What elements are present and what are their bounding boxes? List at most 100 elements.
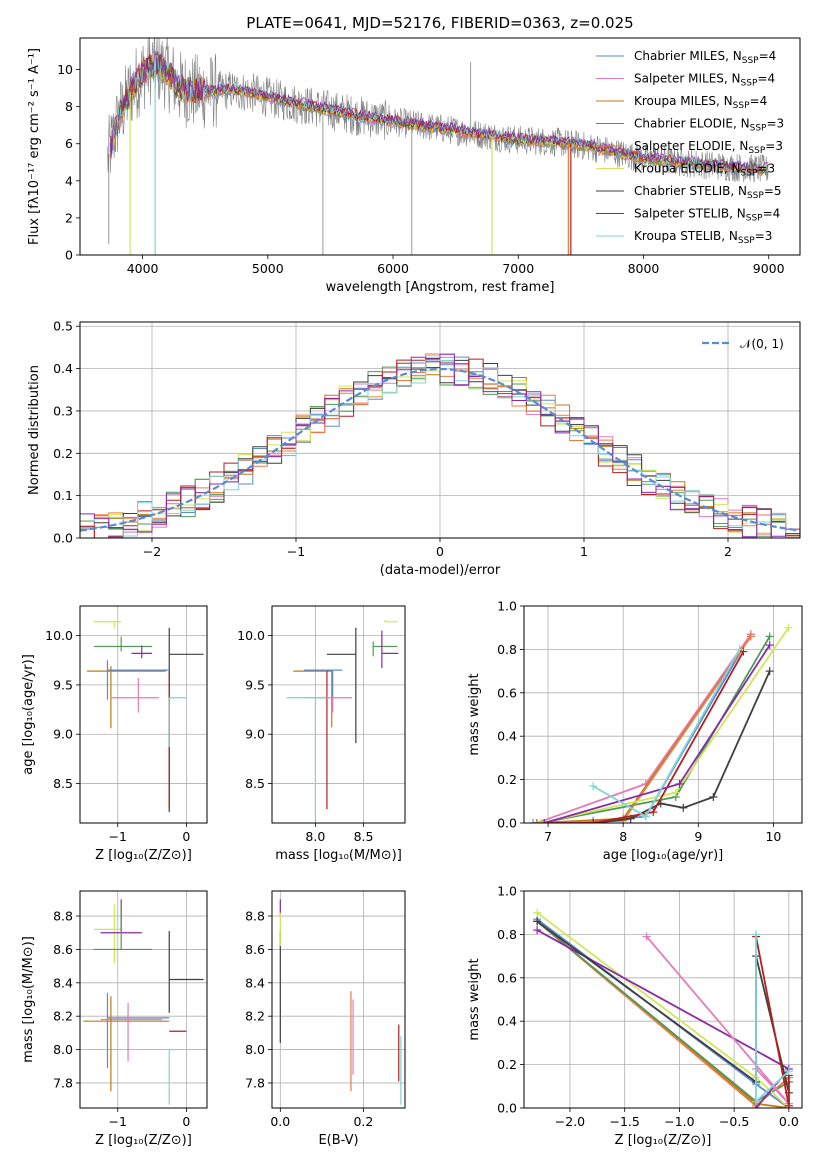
y-tick-label: 4 [65, 173, 73, 188]
y-tick-label: 8.8 [53, 909, 73, 924]
axes-frame [79, 605, 208, 824]
y-tick-label: 8.0 [53, 1042, 73, 1057]
histogram-salpeter_stelib [80, 358, 800, 538]
mass_vs_ebv-panel: 0.0 0.2 7.8 8.0 8.2 8.4 8.6 8.8 E(B-V) [245, 890, 406, 1148]
mw_vs_age-plot-area [529, 623, 793, 823]
y-axis-label: mass [log₁₀(M/M⊙)] [21, 936, 36, 1063]
figure-title: PLATE=0641, MJD=52176, FIBERID=0363, z=0… [246, 14, 633, 32]
x-tick-label: 1 [580, 544, 588, 559]
y-tick-label: 0 [65, 248, 73, 263]
x-tick-label: 8.5 [354, 829, 374, 844]
x-axis-label: (data-model)/error [380, 563, 501, 578]
y-tick-label: 8.4 [53, 975, 73, 990]
y-tick-label: 1.0 [497, 599, 517, 614]
normal-curve [80, 367, 800, 532]
x-tick-label: 0.2 [353, 1114, 373, 1129]
x-tick-label: −1.0 [664, 1114, 694, 1129]
model-spectrum-kroupa_stelib [109, 52, 769, 172]
x-tick-label: −1 [287, 544, 305, 559]
y-tick-label: 8.5 [245, 776, 265, 791]
y-tick-label: 8.4 [245, 975, 265, 990]
y-tick-label: 7.8 [245, 1075, 265, 1090]
axes-frame [79, 890, 208, 1109]
age_vs_z-plot-area [86, 620, 204, 813]
x-tick-label: 4000 [127, 261, 159, 276]
y-tick-label: 8.6 [245, 942, 265, 957]
x-tick-label: 10 [765, 829, 781, 844]
mw_vs_z-panel: −2.0 −1.5 −1.0 −0.5 0.0 0.0 0.2 0.4 0.6 0.8 1.0 Z [… [467, 884, 803, 1148]
legend-entry: Kroupa ELODIE, NSSP=3 [634, 162, 775, 179]
legend-entry: Chabrier STELIB, NSSP=5 [634, 184, 782, 201]
legend-entry: Chabrier ELODIE, NSSP=3 [634, 117, 784, 134]
y-tick-label: 9.0 [245, 727, 265, 742]
mass_vs_z-panel: −1 0 7.8 8.0 8.2 8.4 8.6 8.8 Z [log₁₀(Z/Z⊙)] mass… [21, 890, 208, 1148]
legend-entry: Salpeter ELODIE, NSSP=3 [634, 139, 783, 156]
age_vs_mass-plot-area [286, 619, 399, 823]
x-tick-label: 7 [544, 829, 552, 844]
x-tick-label: −1 [109, 829, 127, 844]
y-tick-label: 10.0 [45, 628, 73, 643]
mw_vs_z-plot-area [533, 908, 793, 1108]
y-tick-label: 8.6 [53, 942, 73, 957]
histogram-purple [80, 353, 800, 538]
residuals-panel: −2 −1 0 1 2 0.0 0.1 0.2 0.3 0.4 0.5 (data-model)/er… [27, 319, 801, 578]
mass_vs_ebv-plot-area [279, 899, 402, 1105]
x-tick-label: 8 [619, 829, 627, 844]
age_vs_z-panel: −1 0 8.5 9.0 9.5 10.0 Z [log₁₀(Z/Z⊙)] age [log₁… [21, 605, 208, 863]
x-axis-label: E(B-V) [318, 1133, 358, 1148]
model-spectrum-purple [109, 50, 769, 171]
x-tick-label: 0.0 [779, 1114, 799, 1129]
y-tick-label: 0.0 [497, 1101, 517, 1116]
y-tick-label: 2 [65, 210, 73, 225]
x-tick-label: 0 [182, 1114, 190, 1129]
y-tick-label: 0.2 [53, 446, 73, 461]
x-axis-label: mass [log₁₀(M/M⊙)] [275, 848, 402, 863]
mw_vs_age-panel: 7 8 9 10 0.0 0.2 0.4 0.6 0.8 1.0 age [log₁₀(age/yr… [467, 599, 803, 863]
x-tick-label: 0.0 [270, 1114, 290, 1129]
y-tick-label: 0.8 [497, 927, 517, 942]
x-tick-label: 9000 [753, 261, 785, 276]
x-axis-label: Z [log₁₀(Z/Z⊙)] [615, 1133, 712, 1148]
x-tick-label: 9 [694, 829, 702, 844]
series-line-salpeter_stelib [544, 651, 745, 823]
x-tick-label: 0 [182, 829, 190, 844]
y-tick-label: 8.8 [245, 909, 265, 924]
x-tick-label: 7000 [502, 261, 534, 276]
legend-entry: Salpeter MILES, NSSP=4 [634, 72, 775, 89]
series-line-salpeter_miles [645, 936, 790, 1105]
y-tick-label: 0.4 [497, 729, 517, 744]
x-axis-label: Z [log₁₀(Z/Z⊙)] [95, 848, 192, 863]
y-tick-label: 0.5 [53, 319, 73, 334]
y-tick-label: 0.6 [497, 685, 517, 700]
y-tick-label: 6 [65, 136, 73, 151]
y-axis-label: mass weight [467, 673, 482, 755]
y-tick-label: 8 [65, 99, 73, 114]
y-tick-label: 0.8 [497, 642, 517, 657]
x-tick-label: −2 [143, 544, 161, 559]
x-tick-label: 5000 [252, 261, 284, 276]
y-tick-label: 0.6 [497, 970, 517, 985]
y-axis-label: mass weight [467, 958, 482, 1040]
y-tick-label: 0.4 [53, 361, 73, 376]
y-axis-label: Normed distribution [27, 365, 42, 495]
y-tick-label: 10.0 [237, 628, 265, 643]
mass_vs_z-plot-area [83, 899, 204, 1105]
x-tick-label: −1 [109, 1114, 127, 1129]
series-line-chabrier_stelib [592, 670, 771, 823]
x-tick-label: 0 [436, 544, 444, 559]
x-axis-label: wavelength [Angstrom, rest frame] [326, 280, 555, 295]
y-tick-label: 0.2 [497, 1057, 517, 1072]
y-tick-label: 0.0 [497, 816, 517, 831]
axes-frame [523, 605, 803, 824]
axes-frame [271, 890, 406, 1109]
x-tick-label: 2 [724, 544, 732, 559]
y-tick-label: 9.5 [53, 677, 73, 692]
y-axis-label: Flux [fλ10⁻¹⁷ erg cm⁻² s⁻¹ A⁻¹] [27, 48, 42, 245]
y-tick-label: 8.2 [53, 1009, 73, 1024]
y-tick-label: 10 [57, 62, 73, 77]
axes-frame [523, 890, 803, 1109]
y-tick-label: 9.5 [245, 677, 265, 692]
x-tick-label: 8000 [628, 261, 660, 276]
legend-entry: Kroupa STELIB, NSSP=3 [634, 229, 772, 246]
